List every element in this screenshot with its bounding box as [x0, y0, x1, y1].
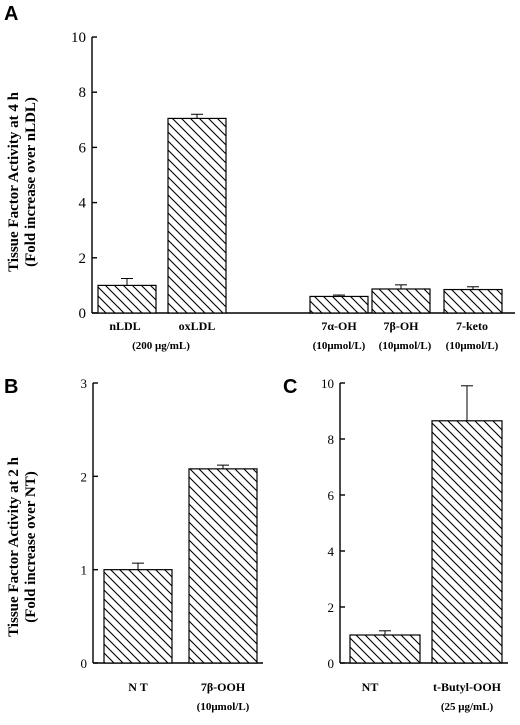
- panel-c-y-tick-label: 2: [328, 600, 335, 615]
- panel-a-bar: [167, 117, 227, 314]
- panel-a-bar: [97, 284, 157, 314]
- panel-c-y-tick-label: 10: [321, 376, 334, 391]
- panel-a-ylabel-line1: Tissue Factor Activity at 4 h: [6, 91, 22, 272]
- panel-b-bar: [103, 569, 173, 664]
- panel-a-ylabel-line2: (Fold increase over nLDL): [23, 97, 39, 267]
- panel-a-sub-ldl-conc: (200 μg/mL): [132, 340, 190, 352]
- panel-c-cat-nt: NT: [362, 680, 379, 694]
- panel-c-sub-t-butyl-ooh-conc: (25 μg/mL): [441, 701, 494, 713]
- panel-a-sub-7-keto-conc: (10μmol/L): [446, 340, 499, 352]
- panel-letter-c: C: [283, 376, 297, 398]
- panel-a-bar: [309, 295, 369, 314]
- panel-a-cat-7b-oh: 7β-OH: [384, 319, 420, 333]
- panel-b-cat-nt: N T: [128, 680, 147, 694]
- panel-b-cat-7b-ooh: 7β-OOH: [201, 680, 246, 694]
- panel-a-bar: [371, 288, 431, 314]
- panel-b-bar: [188, 468, 258, 664]
- panel-a-y-tick-label: 8: [79, 85, 87, 101]
- panel-b-y-tick-label: 2: [81, 469, 88, 484]
- panel-a-y-tick-label: 2: [79, 251, 87, 267]
- panel-c-plot: 0 2 4 6 8 10: [321, 376, 508, 671]
- panel-letter-b: B: [4, 376, 18, 398]
- panel-a-cat-7a-oh: 7α-OH: [321, 319, 357, 333]
- panel-c-y-tick-label: 8: [328, 432, 335, 447]
- panel-a-cat-oxldl: oxLDL: [179, 319, 216, 333]
- panel-b-sub-7b-ooh-conc: (10μmol/L): [197, 701, 250, 713]
- panel-b-y-tick-label: 0: [81, 656, 88, 671]
- panel-a-bar: [443, 288, 503, 314]
- panel-b-plot: 0 1 2 3: [81, 376, 263, 671]
- panel-b-ylabel-line1: Tissue Factor Activity at 2 h: [6, 456, 22, 637]
- panel-c-bar: [349, 634, 421, 664]
- panel-letter-a: A: [4, 3, 18, 25]
- panel-a-y-tick-label: 10: [71, 30, 86, 46]
- panel-a-y-tick-label: 6: [79, 140, 87, 156]
- panel-b-y-tick-label: 1: [81, 563, 88, 578]
- panel-c-cat-t-butyl-ooh: t-Butyl-OOH: [433, 680, 502, 694]
- panel-a-y-tick-label: 0: [79, 306, 87, 322]
- panel-a-cat-nldl: nLDL: [109, 319, 140, 333]
- panel-a-sub-7b-oh-conc: (10μmol/L): [379, 340, 432, 352]
- panel-b-y-tick-label: 3: [81, 376, 88, 391]
- panel-b-ylabel-line2: (Fold increase over NT): [23, 471, 39, 623]
- panel-a-cat-7-keto: 7-keto: [456, 319, 488, 333]
- panel-c-bar: [431, 420, 503, 664]
- panel-c-y-tick-label: 6: [328, 488, 335, 503]
- panel-a-sub-7a-oh-conc: (10μmol/L): [313, 340, 366, 352]
- panel-c-y-tick-label: 4: [328, 544, 335, 559]
- panel-a-y-tick-label: 4: [79, 196, 87, 212]
- panel-a-plot: 0 2 4 6 8 10: [71, 30, 515, 322]
- panel-c-y-tick-label: 0: [328, 656, 335, 671]
